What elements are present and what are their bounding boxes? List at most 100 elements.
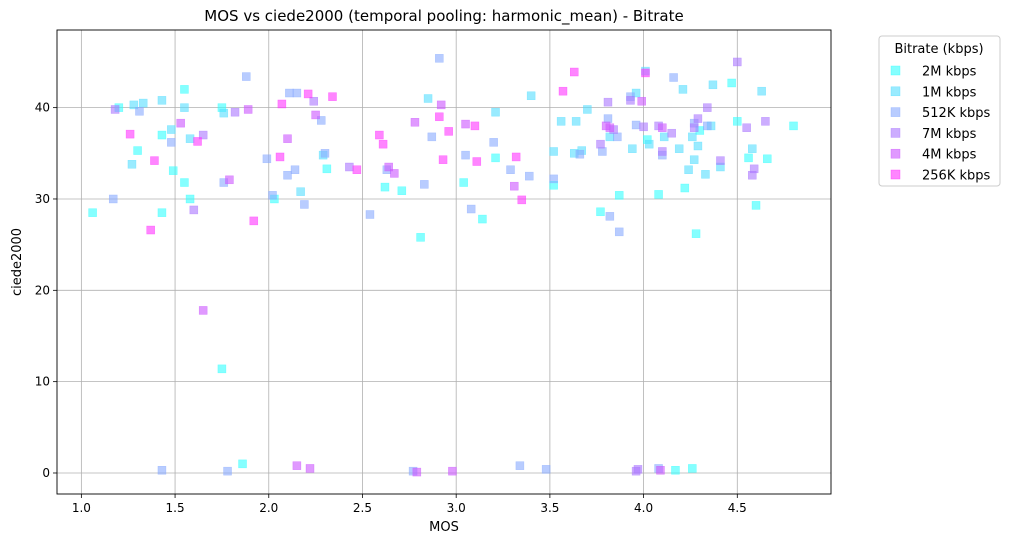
data-point — [659, 132, 669, 142]
data-point — [157, 208, 167, 217]
data-points — [88, 54, 798, 477]
data-point — [569, 67, 579, 77]
data-point — [127, 160, 137, 169]
data-point — [749, 164, 759, 174]
data-point — [701, 170, 710, 179]
legend-label: 7M kbps — [922, 127, 977, 142]
data-point — [667, 128, 676, 138]
data-point — [751, 201, 761, 210]
legend-label: 4M kbps — [922, 148, 977, 163]
data-point — [416, 233, 425, 242]
data-point — [605, 132, 615, 142]
data-point — [283, 134, 292, 143]
data-point — [575, 149, 585, 159]
series-2 — [108, 54, 712, 476]
data-point — [436, 100, 446, 110]
data-point — [444, 127, 453, 136]
data-point — [167, 125, 176, 134]
data-point — [669, 73, 678, 82]
data-point — [761, 117, 770, 126]
data-point — [613, 132, 622, 142]
data-point — [309, 96, 319, 106]
data-point — [654, 190, 663, 199]
data-point — [644, 139, 654, 149]
data-point — [198, 306, 208, 315]
data-point — [678, 85, 688, 94]
data-point — [596, 207, 605, 217]
data-point — [744, 153, 753, 163]
data-point — [633, 465, 643, 474]
data-point — [290, 165, 300, 174]
data-point — [733, 117, 742, 126]
data-point — [285, 88, 294, 98]
data-point — [110, 105, 120, 114]
data-point — [277, 99, 287, 109]
data-point — [517, 195, 527, 205]
legend-items: 2M kbps 1M kbps 512K kbps 7M kbps 4M kbps 256… — [890, 65, 991, 184]
data-point — [157, 466, 167, 475]
data-point — [742, 123, 751, 132]
data-point — [305, 464, 315, 473]
data-point — [448, 466, 457, 476]
data-point — [242, 72, 251, 81]
x-tick-label: 3.0 — [447, 501, 466, 515]
data-point — [703, 121, 712, 131]
data-point — [352, 165, 362, 174]
data-point — [378, 139, 388, 149]
data-point — [506, 165, 515, 174]
chart-title: MOS vs ciede2000 (temporal pooling: harm… — [204, 7, 683, 26]
data-point — [262, 154, 272, 164]
y-axis-label: ciede2000 — [10, 228, 25, 296]
data-point — [478, 214, 487, 224]
data-point — [167, 138, 176, 147]
legend-marker — [890, 65, 901, 76]
data-point — [689, 155, 699, 164]
data-point — [225, 175, 234, 185]
data-point — [693, 114, 703, 123]
data-point — [470, 121, 480, 131]
x-axis-label: MOS — [429, 520, 459, 535]
data-point — [296, 187, 305, 196]
y-axis-ticks: 0 10 20 30 40 — [35, 101, 57, 480]
data-point — [303, 89, 313, 99]
legend-marker — [890, 148, 901, 159]
data-point — [283, 170, 292, 180]
legend-label: 2M kbps — [922, 65, 977, 80]
data-point — [249, 216, 259, 226]
data-point — [435, 54, 444, 63]
data-point — [311, 110, 320, 120]
data-point — [275, 152, 285, 162]
data-point — [628, 144, 637, 153]
data-point — [150, 156, 159, 165]
data-point — [397, 186, 407, 196]
data-point — [198, 130, 208, 140]
data-point — [390, 169, 399, 178]
x-tick-label: 1.5 — [166, 501, 185, 515]
data-point — [598, 147, 607, 156]
data-point — [603, 114, 613, 123]
data-point — [688, 464, 697, 473]
data-point — [461, 150, 470, 160]
legend-marker — [890, 107, 901, 117]
data-point — [789, 121, 798, 131]
data-point — [300, 200, 309, 209]
data-point — [658, 147, 667, 156]
legend-title: Bitrate (kbps) — [894, 42, 983, 57]
data-point — [658, 123, 667, 132]
data-point — [549, 174, 558, 184]
data-point — [345, 162, 354, 172]
data-point — [556, 117, 566, 126]
data-point — [180, 178, 189, 187]
data-point — [656, 466, 665, 475]
data-point — [727, 78, 736, 88]
data-point — [133, 146, 142, 155]
x-tick-label: 4.0 — [634, 501, 653, 515]
data-point — [238, 459, 247, 469]
data-point — [365, 210, 375, 219]
series-4 — [176, 96, 667, 477]
data-point — [716, 156, 725, 165]
data-point — [626, 96, 635, 105]
data-point — [674, 144, 684, 153]
y-tick-label: 0 — [42, 466, 50, 480]
